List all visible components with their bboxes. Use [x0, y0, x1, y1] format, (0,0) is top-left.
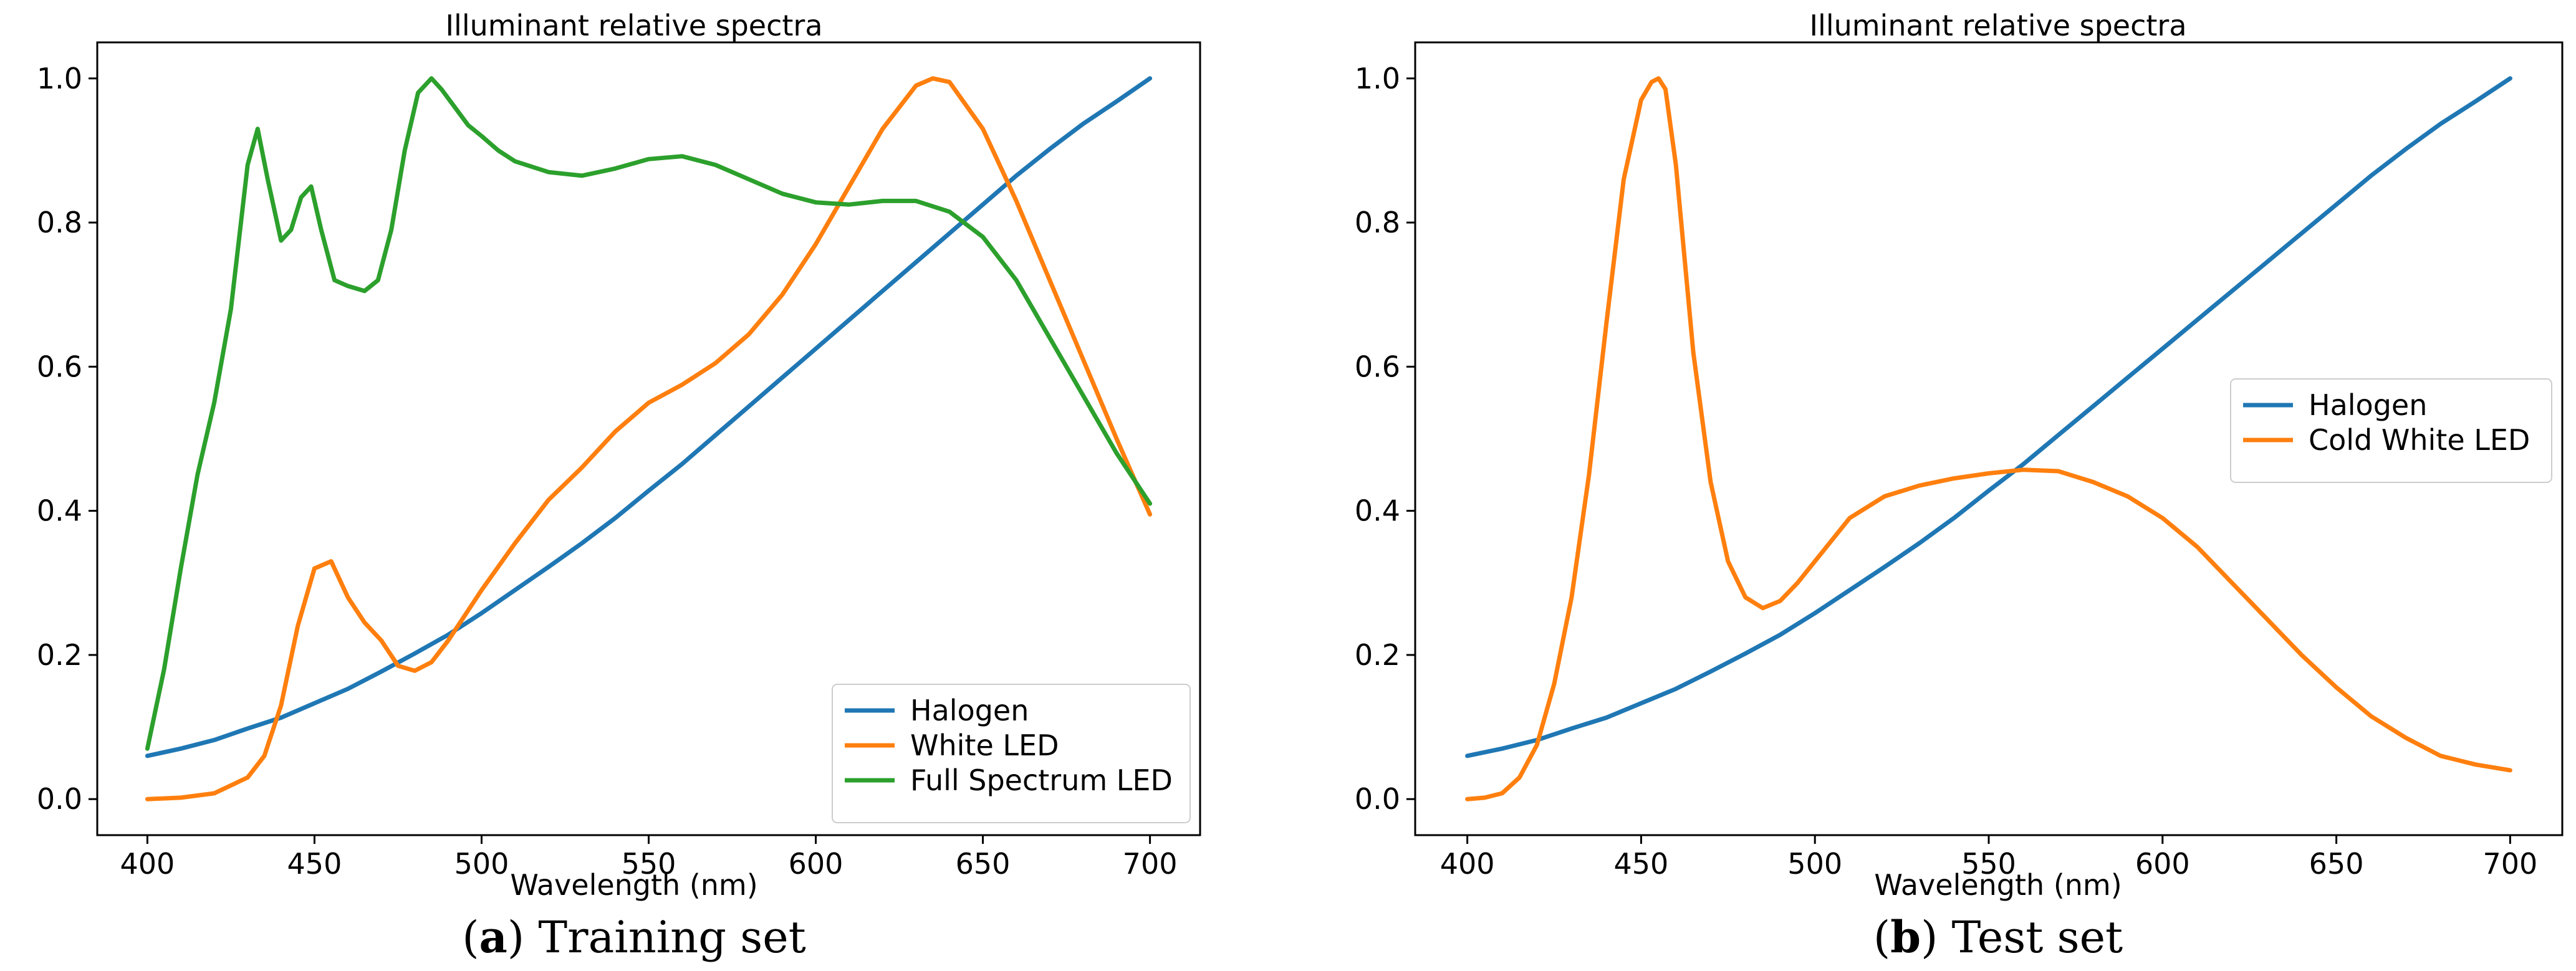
x-tick-label: 600	[789, 847, 843, 881]
chart-title: Illuminant relative spectra	[1809, 9, 2186, 42]
x-axis-label: Wavelength (nm)	[510, 868, 757, 902]
legend-label: Halogen	[910, 694, 1029, 727]
x-tick-label: 700	[1123, 847, 1178, 881]
legend-label: Full Spectrum LED	[910, 763, 1173, 797]
x-tick-label: 450	[287, 847, 342, 881]
x-tick-label: 700	[2482, 847, 2537, 881]
y-tick-label: 0.0	[37, 782, 82, 816]
panel-training-set: Illuminant relative spectra 400 450 500 550…	[37, 9, 1201, 963]
y-tick-label: 0.6	[37, 350, 82, 383]
panel-test-set: Illuminant relative spectra 400 450 500 550…	[1355, 9, 2564, 963]
y-tick-label: 1.0	[1355, 62, 1400, 95]
legend-label: Cold White LED	[2309, 423, 2530, 457]
y-tick-label: 0.4	[1355, 494, 1400, 528]
y-tick-label: 0.4	[37, 494, 82, 528]
caption-letter: a	[479, 911, 507, 963]
y-tick-label: 0.6	[1355, 350, 1400, 383]
y-tick-label: 0.8	[1355, 206, 1400, 239]
x-tick-label: 600	[2135, 847, 2190, 881]
legend-box	[2230, 378, 2552, 483]
caption-text: Test set	[1952, 912, 2123, 963]
series-line-halogen	[1465, 76, 2512, 758]
series-line-full-spectrum-led	[145, 76, 1153, 751]
legend-label: Halogen	[2309, 388, 2427, 422]
y-tick-label: 0.0	[1355, 782, 1400, 816]
legend-label: White LED	[910, 729, 1059, 762]
caption: (b) Test set	[1873, 911, 2123, 963]
caption-text: Training set	[538, 912, 805, 963]
x-tick-label: 500	[454, 847, 509, 881]
x-tick-label: 450	[1614, 847, 1669, 881]
chart-title: Illuminant relative spectra	[445, 9, 822, 42]
series-line-cold-white-led	[1465, 76, 2512, 801]
legend-box	[832, 684, 1191, 823]
y-tick-label: 0.2	[37, 638, 82, 672]
plot-frame	[1414, 41, 2564, 836]
x-tick-label: 650	[2309, 847, 2364, 881]
x-tick-label: 650	[956, 847, 1011, 881]
x-axis-label: Wavelength (nm)	[1874, 868, 2122, 902]
y-tick-label: 1.0	[37, 62, 82, 95]
x-tick-label: 400	[1440, 847, 1495, 881]
caption-letter: b	[1890, 911, 1921, 963]
caption: (a) Training set	[462, 911, 806, 963]
x-tick-label: 550	[622, 847, 676, 881]
x-tick-label: 500	[1787, 847, 1842, 881]
x-tick-label: 550	[1961, 847, 2016, 881]
series-line-white-led	[145, 76, 1153, 801]
plot-frame	[96, 41, 1201, 836]
x-tick-label: 400	[120, 847, 175, 881]
y-tick-label: 0.2	[1355, 638, 1400, 672]
plot-area: 400 450 500 550 600 650 700 0.0 0.2 0.4 0.6 0.8 1.0	[37, 62, 1178, 881]
y-tick-label: 0.8	[37, 206, 82, 239]
series-line-halogen	[145, 76, 1153, 758]
plot-area: 400 450 500 550 600 650 700 0.0 0.2 0.4 0.6 0.8 1.0	[1355, 62, 2537, 881]
